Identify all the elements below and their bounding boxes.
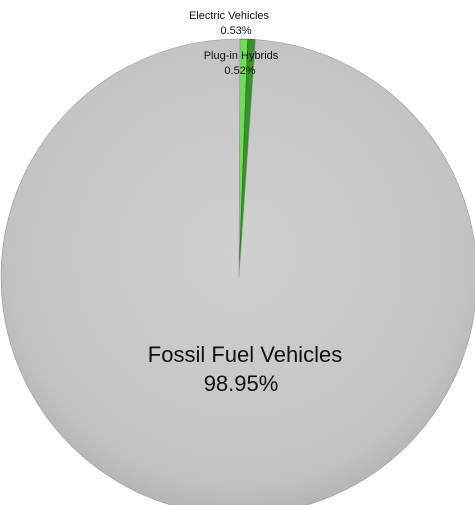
fossil-fuel-vehicles-label: Fossil Fuel Vehicles [148, 342, 342, 367]
pie-slices [0, 38, 475, 505]
plug-in-hybrids-value: 0.52% [224, 65, 255, 77]
electric-vehicles-value: 0.53% [220, 25, 251, 37]
fossil-fuel-vehicles-value: 98.95% [204, 371, 279, 396]
electric-vehicles-label: Electric Vehicles [189, 10, 270, 22]
pie-slice-fossil-fuel-vehicles [0, 38, 475, 505]
plug-in-hybrids-label: Plug-in Hybrids [204, 50, 279, 62]
